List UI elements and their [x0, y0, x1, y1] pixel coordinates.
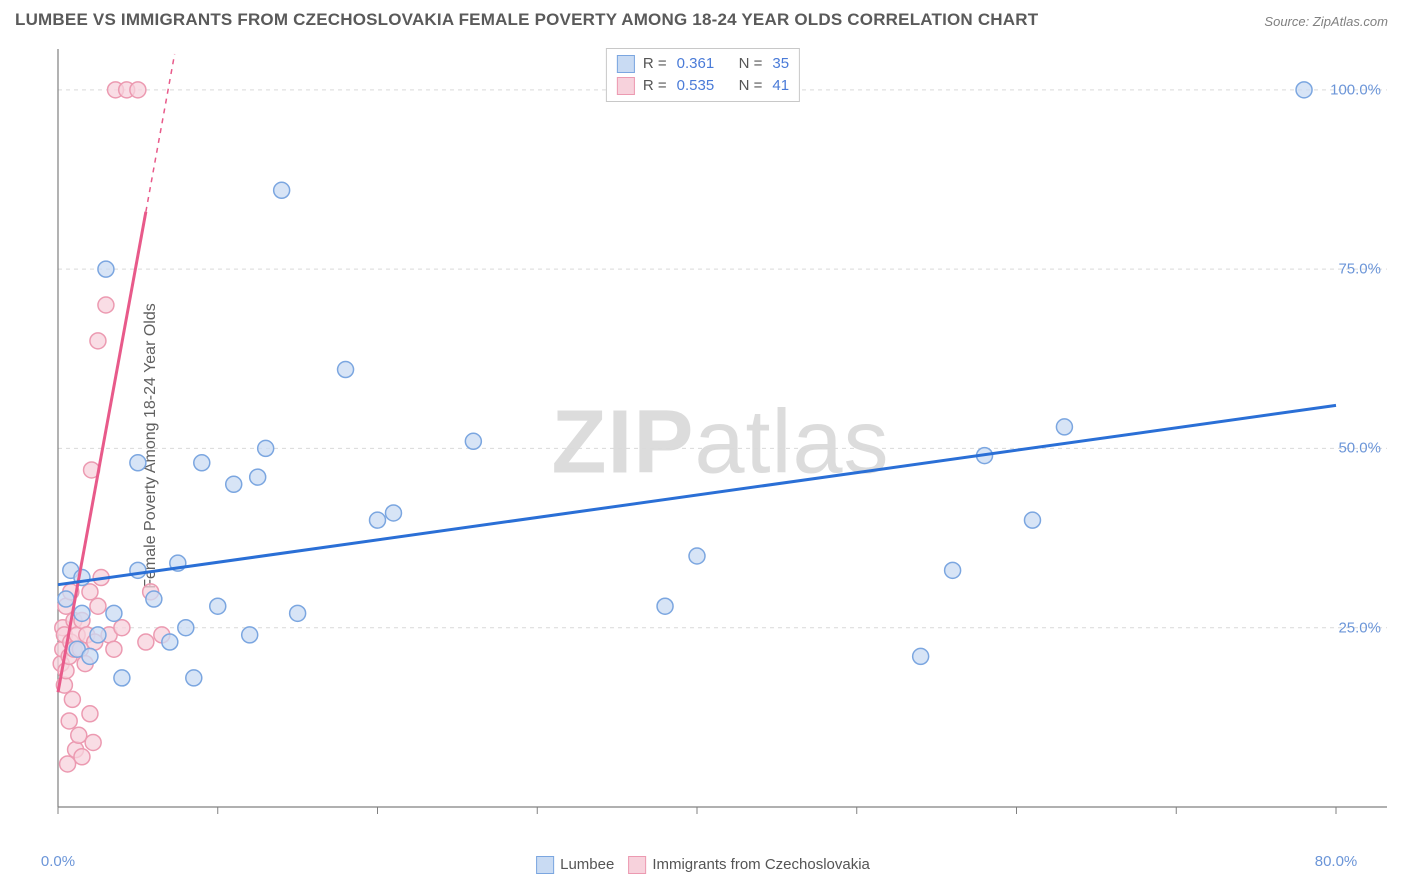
- r-label: R =: [643, 75, 667, 97]
- x-tick-label: 0.0%: [41, 853, 75, 870]
- r-value-czech: 0.535: [677, 75, 725, 97]
- source-attribution: Source: ZipAtlas.com: [1264, 14, 1388, 29]
- r-label: R =: [643, 53, 667, 75]
- legend-swatch-czech: [628, 856, 646, 874]
- legend-series: Lumbee Immigrants from Czechoslovakia: [536, 856, 870, 874]
- legend-swatch-czech: [617, 77, 635, 95]
- legend-item-lumbee: Lumbee: [536, 856, 614, 874]
- y-tick-label: 75.0%: [1338, 261, 1381, 278]
- legend-statistics: R = 0.361 N = 35 R = 0.535 N = 41: [606, 48, 800, 102]
- chart-area: ZIPatlas 25.0%50.0%75.0%100.0%: [50, 44, 1391, 842]
- scatter-chart-svg: [50, 44, 1391, 842]
- source-value: ZipAtlas.com: [1313, 14, 1388, 29]
- legend-row-lumbee: R = 0.361 N = 35: [617, 53, 789, 75]
- n-value-czech: 41: [772, 75, 789, 97]
- n-label: N =: [739, 75, 763, 97]
- r-value-lumbee: 0.361: [677, 53, 725, 75]
- y-tick-label: 50.0%: [1338, 440, 1381, 457]
- y-tick-label: 25.0%: [1338, 619, 1381, 636]
- n-value-lumbee: 35: [772, 53, 789, 75]
- legend-swatch-lumbee: [536, 856, 554, 874]
- x-tick-label: 80.0%: [1315, 853, 1358, 870]
- legend-label-lumbee: Lumbee: [560, 856, 614, 873]
- chart-title: LUMBEE VS IMMIGRANTS FROM CZECHOSLOVAKIA…: [15, 10, 1038, 30]
- legend-row-czech: R = 0.535 N = 41: [617, 75, 789, 97]
- n-label: N =: [739, 53, 763, 75]
- y-tick-label: 100.0%: [1330, 81, 1381, 98]
- legend-label-czech: Immigrants from Czechoslovakia: [652, 856, 870, 873]
- source-label: Source:: [1264, 14, 1309, 29]
- legend-swatch-lumbee: [617, 55, 635, 73]
- legend-item-czech: Immigrants from Czechoslovakia: [628, 856, 870, 874]
